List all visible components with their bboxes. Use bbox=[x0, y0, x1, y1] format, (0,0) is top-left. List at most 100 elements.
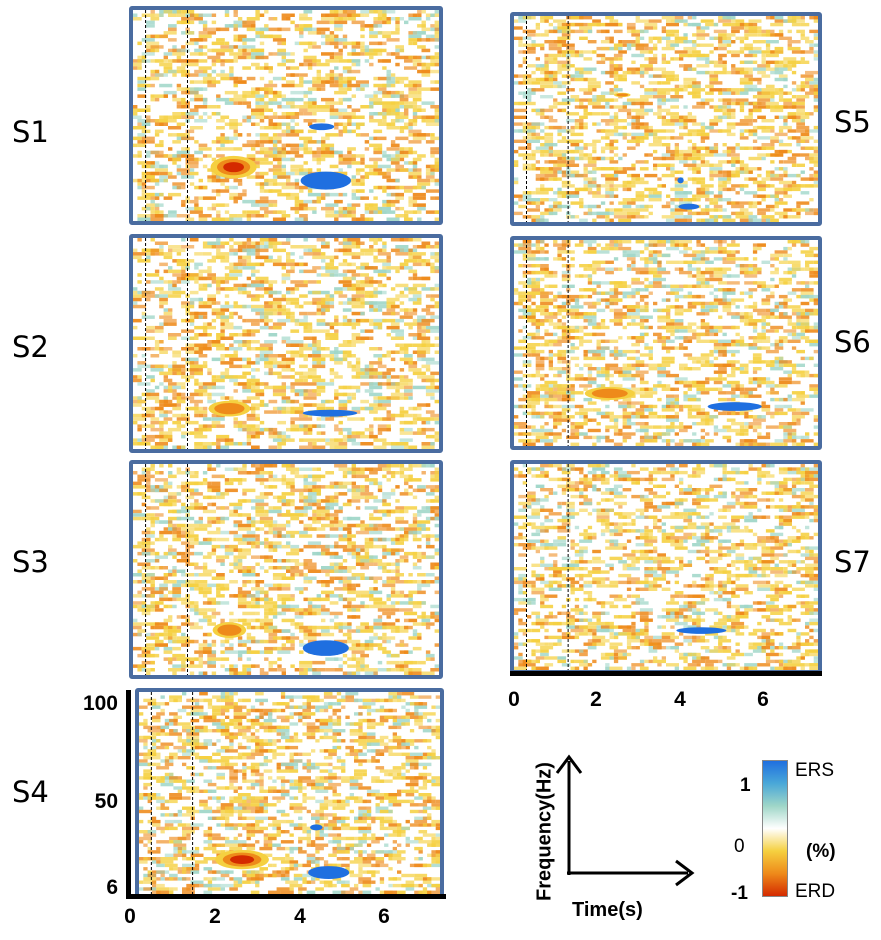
heatmap-cell bbox=[168, 523, 173, 528]
heatmap-cell bbox=[182, 692, 187, 696]
heatmap-cell bbox=[404, 625, 409, 630]
heatmap-cell bbox=[242, 357, 247, 362]
heatmap-cell bbox=[360, 417, 365, 421]
heatmap-cell bbox=[211, 318, 217, 323]
heatmap-cell bbox=[242, 290, 251, 295]
heatmap-cell bbox=[181, 615, 186, 619]
heatmap-cell bbox=[373, 196, 378, 200]
heatmap-cell bbox=[264, 361, 273, 365]
heatmap-cell bbox=[146, 375, 155, 379]
heatmap-cell bbox=[154, 471, 160, 475]
heatmap-cell bbox=[382, 583, 396, 588]
heatmap-cell bbox=[299, 671, 308, 675]
heatmap-cell bbox=[325, 583, 330, 588]
heatmap-cell bbox=[172, 653, 186, 658]
heatmap-cell bbox=[299, 31, 304, 35]
heatmap-cell bbox=[408, 590, 418, 595]
heatmap-cell bbox=[334, 544, 348, 549]
heatmap-cell bbox=[395, 311, 400, 316]
heatmap-cell bbox=[198, 590, 212, 595]
heatmap-cell bbox=[172, 248, 186, 253]
heatmap-cell bbox=[224, 442, 238, 446]
heatmap-cell bbox=[246, 530, 256, 535]
heatmap-cell bbox=[169, 776, 182, 780]
heatmap-cell bbox=[133, 632, 142, 637]
heatmap-cell bbox=[425, 573, 435, 577]
heatmap-cell bbox=[299, 189, 304, 193]
heatmap-cell bbox=[364, 671, 378, 675]
heatmap-cell bbox=[321, 417, 326, 421]
heatmap-cell bbox=[207, 445, 212, 449]
subject-label-s6: S6 bbox=[834, 325, 871, 359]
heatmap-cell bbox=[421, 69, 431, 74]
heatmap-cell bbox=[159, 431, 164, 435]
heatmap-cell bbox=[133, 136, 142, 141]
heatmap-cell bbox=[216, 590, 221, 595]
heatmap-cell bbox=[290, 13, 295, 17]
heatmap-cell bbox=[185, 294, 190, 298]
heatmap-cell bbox=[272, 122, 278, 126]
heatmap-cell bbox=[190, 712, 200, 716]
heatmap-cell bbox=[382, 115, 387, 119]
heatmap-cell bbox=[202, 252, 212, 256]
heatmap-cell bbox=[251, 147, 256, 151]
heatmap-cell bbox=[211, 245, 225, 249]
heatmap-cell bbox=[229, 776, 238, 780]
heatmap-cell bbox=[290, 52, 295, 56]
heatmap-cell bbox=[176, 396, 182, 400]
heatmap-cell bbox=[137, 562, 151, 566]
heatmap-cell bbox=[163, 318, 177, 323]
heatmap-cell bbox=[233, 129, 238, 134]
heatmap-cell bbox=[251, 445, 260, 449]
heatmap-cell bbox=[338, 17, 343, 21]
heatmap-cell bbox=[189, 492, 203, 496]
heatmap-cell bbox=[211, 308, 221, 312]
heatmap-cell bbox=[334, 217, 339, 221]
heatmap-cell bbox=[325, 471, 334, 475]
heatmap-cell bbox=[412, 273, 418, 277]
heatmap-cell bbox=[272, 147, 278, 151]
heatmap-cell bbox=[408, 13, 418, 17]
heatmap-cell bbox=[369, 478, 378, 482]
heatmap-cell bbox=[154, 604, 160, 609]
heatmap-cell bbox=[172, 573, 177, 577]
heatmap-cell bbox=[137, 364, 147, 369]
heatmap-cell bbox=[290, 290, 295, 295]
heatmap-cell bbox=[430, 13, 435, 17]
heatmap-cell bbox=[281, 41, 286, 46]
heatmap-cell bbox=[133, 417, 147, 421]
heatmap-cell bbox=[168, 625, 173, 630]
heatmap-cell bbox=[276, 769, 290, 773]
heatmap-cell bbox=[172, 604, 177, 609]
heatmap-cell bbox=[172, 537, 181, 542]
heatmap-cell bbox=[401, 692, 415, 696]
heatmap-cell bbox=[199, 759, 213, 763]
heatmap-cell bbox=[146, 294, 160, 298]
heatmap-cell bbox=[354, 722, 363, 726]
heatmap-cell bbox=[299, 322, 313, 326]
heatmap-cell bbox=[272, 544, 282, 549]
heatmap-cell bbox=[355, 625, 365, 630]
heatmap-cell bbox=[338, 59, 352, 63]
heatmap-cell bbox=[366, 739, 380, 743]
heatmap-cell bbox=[237, 732, 247, 736]
heatmap-cell bbox=[412, 308, 418, 312]
heatmap-cell bbox=[137, 382, 151, 386]
heatmap-cell bbox=[412, 629, 418, 633]
heatmap-cell bbox=[185, 59, 199, 63]
heatmap-cell bbox=[435, 729, 440, 733]
heatmap-cell bbox=[417, 315, 426, 319]
heatmap-cell bbox=[325, 214, 339, 218]
heatmap-cell bbox=[303, 206, 317, 211]
heatmap-cell bbox=[255, 735, 260, 740]
heatmap-cell bbox=[181, 304, 186, 309]
heatmap-cell bbox=[364, 294, 374, 298]
heatmap-cell bbox=[181, 97, 186, 102]
heatmap-cell bbox=[141, 650, 147, 654]
heatmap-cell bbox=[211, 206, 217, 211]
heatmap-cell bbox=[425, 311, 435, 316]
heatmap-cell bbox=[281, 601, 286, 605]
heatmap-cell bbox=[268, 712, 273, 716]
heatmap-cell bbox=[207, 583, 221, 588]
heatmap-cell bbox=[303, 413, 313, 418]
